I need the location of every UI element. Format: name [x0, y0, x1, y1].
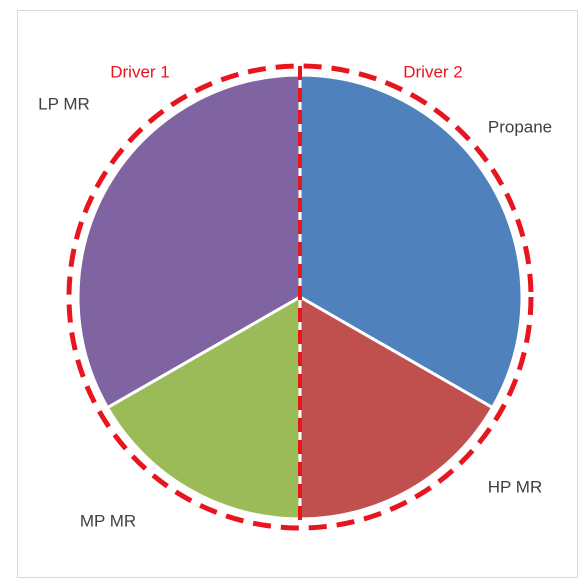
slice-label: LP MR	[38, 94, 90, 113]
driver-outline	[66, 63, 534, 531]
annotation: Driver 2	[403, 62, 463, 81]
annotation: Driver 1	[110, 62, 170, 81]
slices	[76, 73, 524, 521]
pie-slice	[298, 294, 495, 521]
pie-slice	[298, 73, 524, 410]
slice-label: HP MR	[488, 477, 542, 496]
slice-label: Propane	[488, 117, 552, 136]
pie-slice	[76, 73, 302, 410]
slice-label: MP MR	[80, 511, 136, 530]
pie-slice	[105, 294, 302, 521]
